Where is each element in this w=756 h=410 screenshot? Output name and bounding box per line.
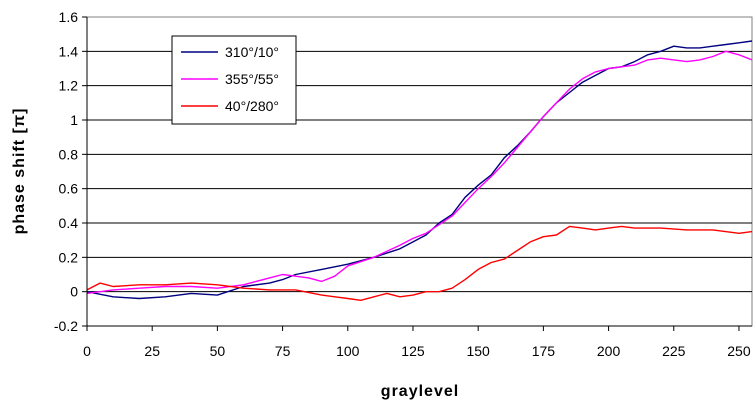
legend-label-3: 40°/280°: [225, 98, 279, 114]
y-tick-label: -0.2: [54, 318, 78, 334]
x-tick-labels: 0 25 50 75 100 125 150 175 200 225 250: [83, 326, 751, 359]
x-axis-title: graylevel: [381, 383, 459, 400]
x-tick-label: 100: [336, 343, 360, 359]
y-tick-label: 1.2: [59, 78, 79, 94]
legend-label-2: 355°/55°: [225, 71, 279, 87]
y-tick-label: 0: [70, 284, 78, 300]
y-tick-labels: -0.2 0 0.2 0.4 0.6 0.8 1 1.2 1.4 1.6: [54, 9, 87, 334]
x-tick-label: 50: [210, 343, 226, 359]
y-tick-label: 0.4: [59, 215, 79, 231]
x-tick-label: 200: [597, 343, 621, 359]
y-tick-label: 1.4: [59, 43, 79, 59]
x-tick-label: 150: [466, 343, 490, 359]
legend-label-1: 310°/10°: [225, 44, 279, 60]
series-line-3: [86, 225, 753, 301]
y-tick-label: 1: [70, 112, 78, 128]
x-tick-label: 225: [662, 343, 686, 359]
gridlines: [87, 50, 752, 293]
x-tick-label: 125: [401, 343, 425, 359]
x-tick-label: 75: [275, 343, 291, 359]
y-tick-label: 0.8: [59, 146, 79, 162]
x-tick-label: 25: [144, 343, 160, 359]
series-line-2: [86, 50, 753, 295]
x-tick-label: 0: [83, 343, 91, 359]
x-tick-label: 250: [727, 343, 751, 359]
series-line-1: [86, 40, 753, 300]
legend: 310°/10° 355°/55° 40°/280°: [171, 35, 297, 125]
y-tick-label: 0.6: [59, 181, 79, 197]
series-lines: [86, 40, 753, 301]
x-tick-label: 175: [532, 343, 556, 359]
y-tick-label: 1.6: [59, 9, 79, 25]
legend-box: [171, 35, 297, 125]
y-axis-title: phase shift [π]: [11, 108, 28, 235]
y-tick-label: 0.2: [59, 249, 79, 265]
